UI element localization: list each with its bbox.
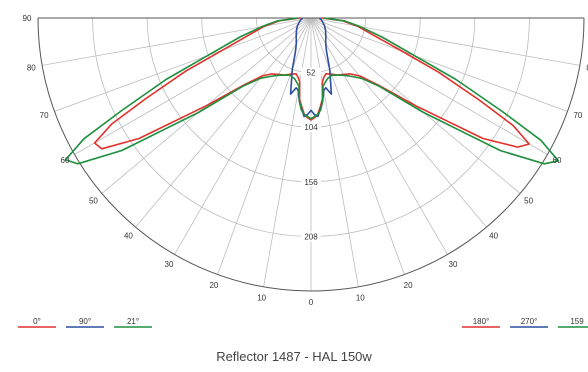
grid-spoke bbox=[54, 17, 312, 112]
angle-tick-label: 0 bbox=[309, 298, 314, 307]
series-line bbox=[93, 17, 530, 150]
legend-label: 159 bbox=[570, 317, 584, 326]
angle-tick-label: 10 bbox=[257, 294, 266, 303]
grid-spoke bbox=[310, 17, 548, 155]
legend-label: 180° bbox=[473, 317, 490, 326]
angle-tick-label: 30 bbox=[165, 260, 174, 269]
chart-title: Reflector 1487 - HAL 150w bbox=[216, 349, 372, 364]
grid-spoke bbox=[310, 17, 359, 287]
chart-labels: 0 10 20 30 40 50 60 70 80 90 10 20 30 40 50 60 70 80 52 104… bbox=[23, 14, 588, 307]
grid-spoke bbox=[310, 17, 568, 112]
radial-tick-label: 52 bbox=[307, 69, 316, 78]
angle-tick-label: 10 bbox=[356, 294, 365, 303]
outer-arc bbox=[37, 17, 585, 292]
radial-tick-label: 104 bbox=[304, 123, 318, 132]
radial-tick-bg bbox=[301, 176, 321, 187]
angle-tick-label: 50 bbox=[524, 197, 533, 206]
radial-tick-bg bbox=[301, 67, 321, 78]
angle-tick-label: 80 bbox=[586, 63, 588, 72]
angle-tick-label: 60 bbox=[553, 156, 562, 165]
radial-tick-bg bbox=[301, 231, 321, 242]
legend-label: 21° bbox=[127, 317, 139, 326]
angle-tick-label: 70 bbox=[40, 111, 49, 120]
grid-spoke bbox=[310, 17, 405, 275]
series-line bbox=[64, 17, 560, 165]
grid-spoke bbox=[263, 17, 312, 287]
grid-spoke bbox=[135, 17, 312, 228]
chart-grid bbox=[37, 17, 585, 292]
angle-tick-label: 70 bbox=[573, 111, 582, 120]
angle-tick-label: 40 bbox=[489, 232, 498, 241]
chart-legend: 0° 90° 21° 180° 270° 159 bbox=[18, 317, 588, 328]
series-line bbox=[289, 17, 333, 118]
angle-tick-label: 50 bbox=[89, 197, 98, 206]
grid-spoke bbox=[310, 17, 448, 255]
grid-spoke bbox=[217, 17, 312, 275]
grid-spoke bbox=[310, 17, 487, 228]
chart-curves bbox=[64, 17, 560, 165]
legend-label: 0° bbox=[33, 317, 41, 326]
radial-tick-label: 156 bbox=[304, 178, 318, 187]
angle-tick-label: 60 bbox=[61, 156, 70, 165]
angle-tick-label: 20 bbox=[404, 281, 413, 290]
radial-tick-bg bbox=[301, 122, 321, 133]
angle-tick-label: 40 bbox=[124, 232, 133, 241]
angle-tick-label: 90 bbox=[23, 14, 32, 23]
legend-label: 90° bbox=[79, 317, 91, 326]
radial-tick-label: 208 bbox=[304, 232, 318, 241]
legend-label: 270° bbox=[521, 317, 538, 326]
angle-tick-label: 20 bbox=[209, 281, 218, 290]
angle-tick-label: 30 bbox=[449, 260, 458, 269]
grid-spoke bbox=[174, 17, 312, 255]
grid-spoke bbox=[74, 17, 312, 155]
angle-tick-label: 80 bbox=[27, 63, 36, 72]
